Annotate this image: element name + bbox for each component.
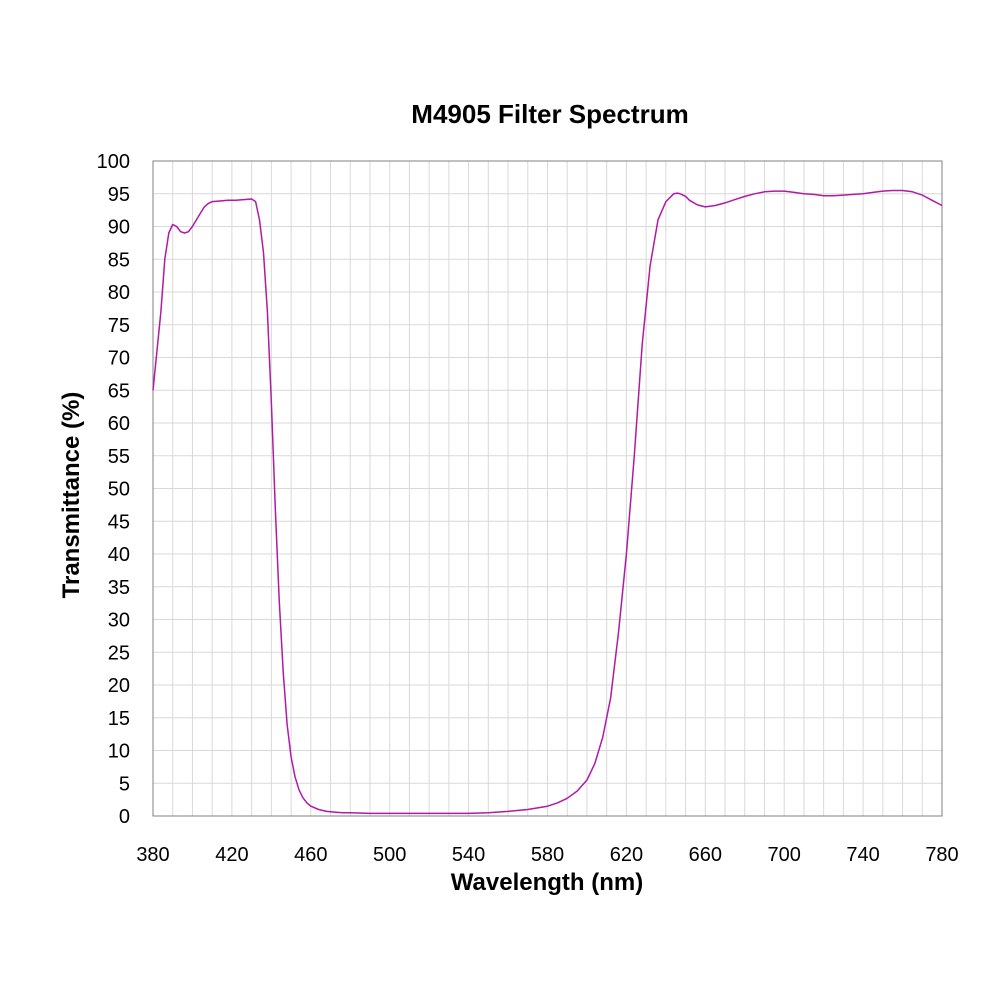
x-tick-label: 580 [531,844,564,866]
chart-title: M4905 Filter Spectrum [411,99,688,129]
y-tick-label: 65 [108,380,130,402]
y-tick-label: 85 [108,249,130,271]
y-tick-label: 100 [97,151,130,173]
y-tick-label: 60 [108,413,130,435]
x-tick-label: 500 [373,844,406,866]
y-tick-label: 55 [108,446,130,468]
x-tick-label: 740 [846,844,879,866]
y-tick-label: 75 [108,315,130,337]
gridlines [152,160,943,817]
x-axis-ticks: 380 420 460 500 540 580 620 660 700 740 780 [136,844,958,866]
y-tick-label: 0 [119,806,130,828]
y-tick-label: 40 [108,544,130,566]
x-tick-label: 780 [925,844,958,866]
x-tick-label: 380 [136,844,169,866]
x-tick-label: 620 [610,844,643,866]
y-tick-label: 70 [108,348,130,370]
y-axis-ticks: 0 5 10 15 20 25 30 35 40 45 50 55 60 65 70 75 80 85 90 95 10… [97,151,130,828]
y-tick-label: 90 [108,217,130,239]
y-tick-label: 35 [108,577,130,599]
x-tick-label: 660 [689,844,722,866]
transmittance-line [152,189,943,815]
y-tick-label: 80 [108,282,130,304]
y-tick-label: 10 [108,741,130,763]
x-tick-label: 700 [768,844,801,866]
y-axis-title: Transmittance (%) [58,392,85,599]
series-layer [152,189,943,815]
y-tick-label: 20 [108,675,130,697]
y-tick-label: 95 [108,184,130,206]
x-tick-label: 460 [294,844,327,866]
y-tick-label: 5 [119,773,130,795]
x-tick-label: 540 [452,844,485,866]
x-tick-label: 420 [215,844,248,866]
plot-area [152,160,943,817]
y-tick-label: 45 [108,511,130,533]
y-tick-label: 50 [108,479,130,501]
y-tick-label: 15 [108,708,130,730]
y-tick-label: 25 [108,642,130,664]
y-tick-label: 30 [108,610,130,632]
x-axis-title: Wavelength (nm) [451,869,643,896]
